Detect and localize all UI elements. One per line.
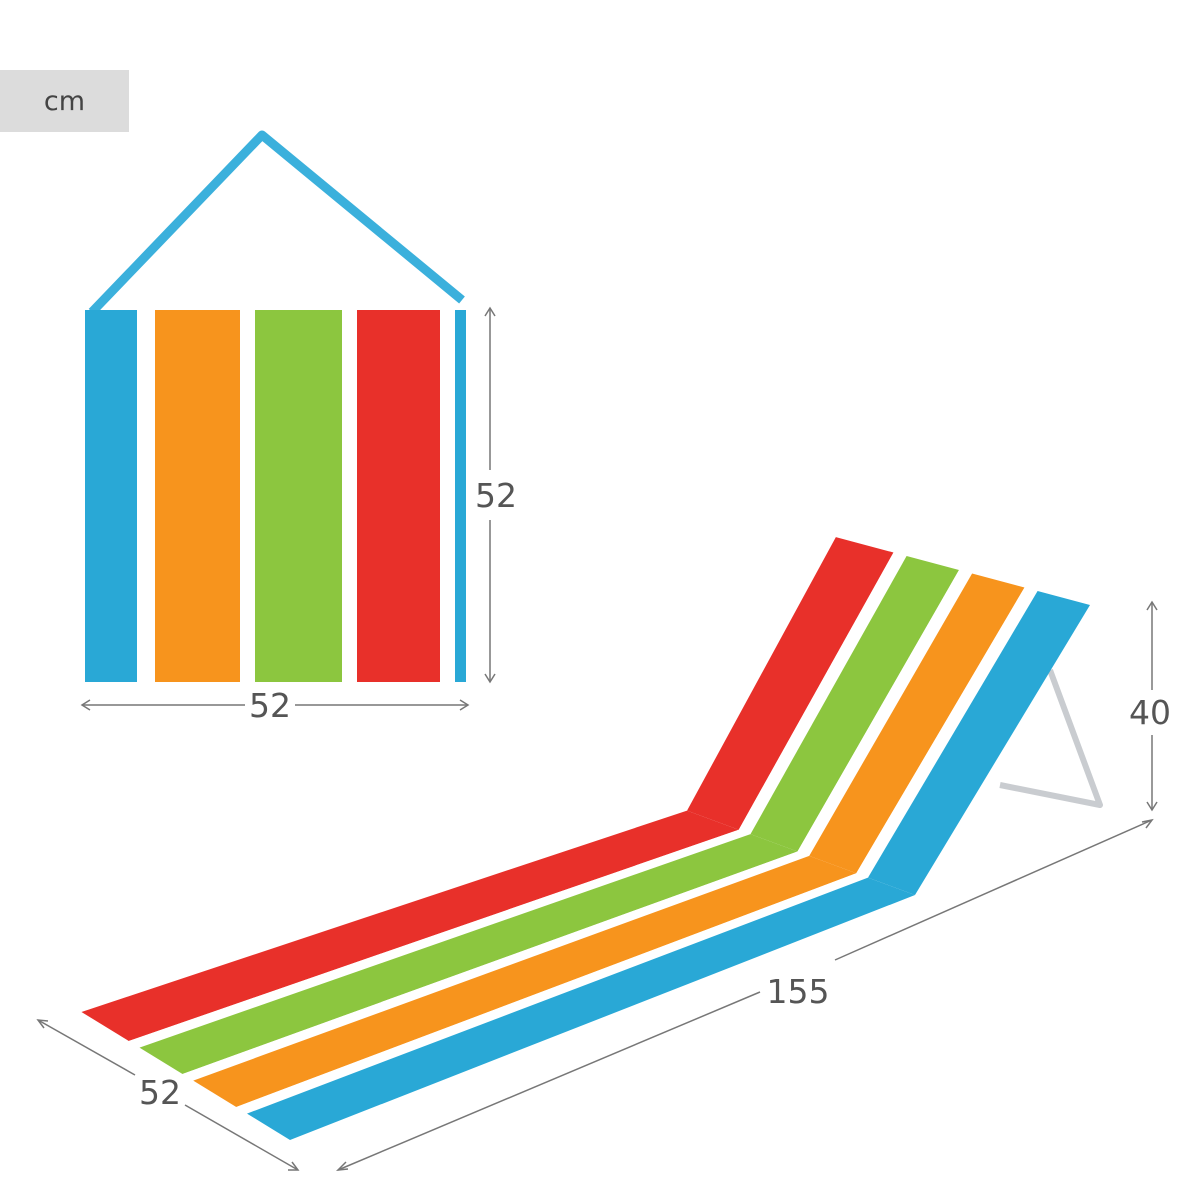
mat-frame-legs (999, 668, 1103, 808)
seat-stripe-white (128, 829, 751, 1048)
seat-stripe-green (139, 834, 798, 1074)
backrest-stripe-blue (868, 591, 1090, 895)
seat-stripe-white (182, 851, 810, 1081)
seat-stripe-white (236, 873, 868, 1114)
bag-stripe-green (255, 310, 342, 682)
bag-stripe-blue (85, 310, 137, 682)
bag-strap (88, 130, 465, 316)
bag-stripe-orange (155, 310, 240, 682)
backrest-stripe-white (738, 552, 907, 835)
mat-backrest (680, 535, 1090, 895)
bag-stripe-red (357, 310, 440, 682)
bag-width-label: 52 (249, 686, 291, 725)
backrest-stripe-green (750, 556, 959, 852)
bag-stripe-white (240, 310, 255, 682)
backrest-stripe-white (797, 570, 973, 856)
bag-stripe-blue (455, 310, 466, 682)
backrest-stripe-orange (809, 573, 1025, 874)
mat-length-line (337, 991, 761, 1171)
unit-badge: cm (0, 70, 129, 132)
beach-mat (75, 535, 1103, 1140)
seat-stripe-blue (247, 877, 915, 1140)
seat-stripe-white (75, 808, 688, 1012)
bag-stripe-white (342, 310, 357, 682)
backrest-stripe-white (680, 535, 836, 811)
mat-width-label: 52 (139, 1073, 181, 1112)
backrest-stripe-white (856, 587, 1038, 878)
dimension-lines (36, 306, 1158, 1171)
bag-stripe-white (440, 310, 455, 682)
seat-stripe-orange (193, 855, 857, 1107)
seat-stripe-red (81, 810, 739, 1041)
mat-height-label: 40 (1129, 693, 1171, 732)
bag-stripe-white (137, 310, 155, 682)
mat-length-label: 155 (767, 972, 830, 1011)
backrest-stripe-red (687, 537, 894, 830)
bag-height-label: 52 (475, 476, 517, 515)
folded-bag (85, 130, 466, 682)
mat-width-line (37, 1019, 136, 1076)
mat-seat (75, 808, 915, 1140)
